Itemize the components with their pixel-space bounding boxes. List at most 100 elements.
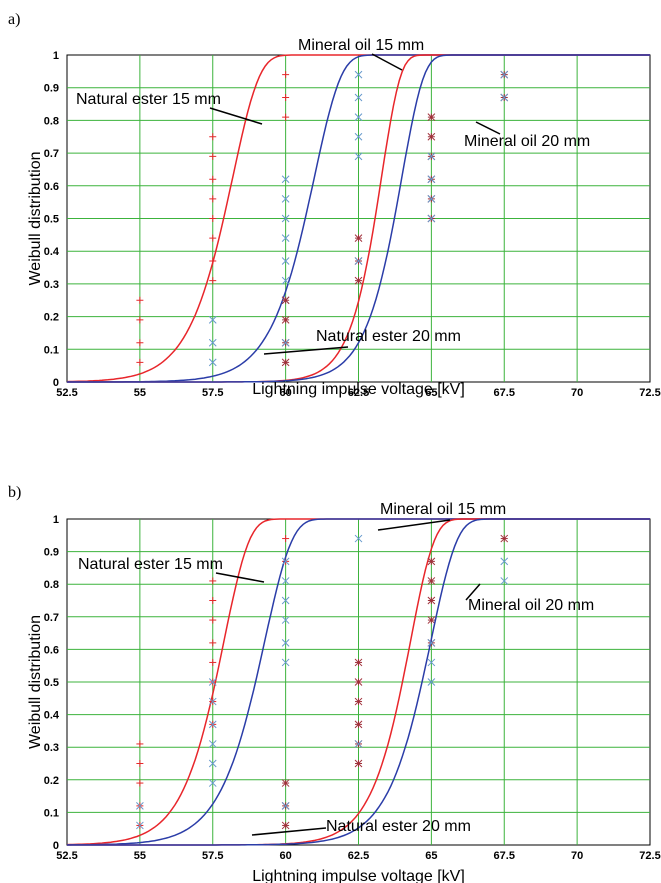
marker-stroke	[354, 132, 363, 141]
data-point-natural-ester-20-mm	[281, 779, 290, 787]
data-point-natural-ester-20-mm	[281, 296, 290, 305]
data-point-mineral-oil-15-mm	[208, 316, 217, 324]
marker-stroke	[354, 93, 363, 102]
marker-stroke	[281, 175, 290, 184]
y-tick-label: 0	[53, 377, 59, 389]
data-point-natural-ester-15-mm	[282, 535, 290, 543]
data-point-natural-ester-20-mm	[354, 720, 363, 729]
x-tick-label: 72.5	[639, 850, 660, 862]
marker-stroke	[500, 577, 509, 585]
data-point-natural-ester-15-mm	[209, 234, 217, 242]
data-point-natural-ester-20-mm	[354, 697, 363, 706]
data-point-natural-ester-15-mm	[282, 71, 290, 79]
marker-stroke	[354, 678, 363, 686]
marker-stroke	[208, 678, 217, 686]
marker-stroke	[427, 113, 436, 121]
y-tick-label: 0.4	[44, 710, 60, 722]
annotation-label: Mineral oil 15 mm	[298, 37, 424, 54]
annotation-leader	[215, 572, 265, 583]
marker-stroke	[427, 132, 436, 141]
data-point-natural-ester-15-mm	[209, 215, 217, 222]
annotation-label: Natural ester 15 mm	[78, 556, 223, 573]
y-tick-label: 0.7	[44, 612, 59, 624]
marker-stroke	[427, 557, 436, 566]
y-tick-label: 1	[53, 514, 59, 526]
marker-stroke	[354, 658, 363, 667]
marker-stroke	[354, 276, 363, 285]
x-tick-label: 70	[571, 850, 583, 862]
y-axis-title: Weibull distribution	[27, 615, 44, 749]
marker-stroke	[500, 93, 509, 102]
data-point-mineral-oil-15-mm	[354, 132, 363, 141]
annotation-label: Mineral oil 20 mm	[468, 597, 594, 614]
x-tick-label: 72.5	[639, 387, 660, 399]
x-tick-label: 60	[280, 387, 292, 399]
annotation-leader	[475, 121, 501, 135]
data-point-natural-ester-20-mm	[427, 616, 436, 624]
marker-stroke	[281, 596, 290, 605]
marker-stroke	[354, 152, 363, 161]
data-point-natural-ester-20-mm	[427, 577, 436, 585]
annotation-leader	[465, 583, 481, 601]
y-tick-label: 0.1	[44, 344, 59, 356]
marker-stroke	[354, 70, 363, 79]
marker-stroke	[281, 639, 290, 647]
data-point-natural-ester-15-mm	[209, 616, 217, 624]
marker-stroke	[208, 779, 217, 787]
data-point-mineral-oil-15-mm	[208, 338, 217, 347]
data-point-natural-ester-20-mm	[354, 678, 363, 686]
marker-stroke	[208, 697, 217, 706]
data-point-natural-ester-20-mm	[354, 658, 363, 667]
x-tick-label: 57.5	[202, 850, 223, 862]
annotation-leader	[209, 107, 263, 125]
marker-stroke	[427, 658, 436, 667]
data-point-mineral-oil-15-mm	[354, 152, 363, 161]
data-point-mineral-oil-20-mm	[427, 214, 436, 223]
marker-stroke	[281, 358, 290, 367]
data-point-mineral-oil-20-mm	[500, 93, 509, 102]
y-tick-label: 0.3	[44, 279, 59, 291]
x-tick-label: 65	[425, 387, 437, 399]
data-point-mineral-oil-15-mm	[354, 534, 363, 543]
x-tick-label: 55	[134, 387, 146, 399]
annotation-label: Natural ester 15 mm	[76, 91, 221, 108]
data-point-natural-ester-15-mm	[209, 152, 217, 160]
y-tick-label: 0.2	[44, 312, 59, 324]
marker-stroke	[427, 577, 436, 585]
data-point-mineral-oil-15-mm	[208, 678, 217, 686]
data-point-mineral-oil-20-mm	[427, 658, 436, 667]
data-point-mineral-oil-15-mm	[354, 70, 363, 79]
data-point-natural-ester-15-mm	[136, 740, 144, 748]
data-point-natural-ester-20-mm	[354, 234, 363, 242]
marker-stroke	[281, 195, 290, 203]
annotation-label: Natural ester 20 mm	[326, 818, 471, 835]
marker-stroke	[281, 557, 290, 566]
y-tick-label: 0.8	[44, 579, 59, 591]
data-point-natural-ester-15-mm	[136, 339, 144, 347]
y-tick-label: 0	[53, 840, 59, 852]
data-point-natural-ester-15-mm	[136, 779, 144, 787]
data-point-mineral-oil-15-mm	[281, 616, 290, 624]
data-point-natural-ester-15-mm	[209, 597, 217, 604]
annotation-leader	[251, 827, 327, 836]
annotation-label: Mineral oil 15 mm	[380, 501, 506, 518]
marker-stroke	[281, 779, 290, 787]
x-axis-title: Lightning impulse voltage [kV]	[252, 868, 465, 883]
data-point-mineral-oil-20-mm	[500, 577, 509, 585]
marker-stroke	[281, 658, 290, 667]
data-point-mineral-oil-15-mm	[281, 596, 290, 605]
data-point-natural-ester-15-mm	[209, 277, 217, 285]
marker-stroke	[281, 338, 290, 347]
data-point-mineral-oil-15-mm	[281, 577, 290, 585]
data-point-mineral-oil-20-mm	[427, 195, 436, 203]
data-point-natural-ester-15-mm	[209, 257, 217, 265]
data-point-mineral-oil-15-mm	[281, 557, 290, 566]
x-tick-label: 55	[134, 850, 146, 862]
marker-stroke	[281, 234, 290, 242]
data-point-mineral-oil-15-mm	[136, 802, 144, 810]
annotation-leader	[371, 53, 403, 71]
data-point-mineral-oil-20-mm	[427, 175, 436, 184]
y-tick-label: 0.8	[44, 115, 59, 127]
data-point-mineral-oil-15-mm	[208, 759, 217, 768]
marker-stroke	[354, 740, 363, 748]
